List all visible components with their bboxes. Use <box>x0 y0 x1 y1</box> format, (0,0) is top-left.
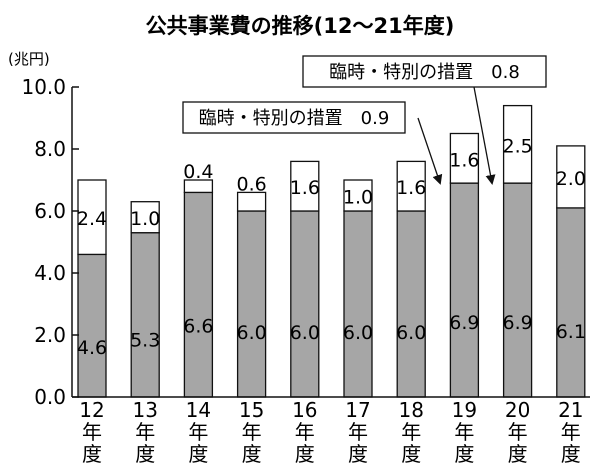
bar-segment-base-20 <box>502 182 533 398</box>
bar-segment-extra-19 <box>449 132 480 184</box>
value-label-base-19: 6.9 <box>449 312 479 334</box>
y-tick-label: 8.0 <box>34 137 66 161</box>
bar-segment-base-18 <box>396 210 426 398</box>
x-tick-label-18-0: 18 <box>398 398 423 422</box>
y-tick-label: 0.0 <box>34 385 66 409</box>
x-tick-label-13-2: 度 <box>135 442 155 466</box>
x-tick-label-19-2: 度 <box>454 442 474 466</box>
value-label-extra-15: 0.6 <box>236 173 266 195</box>
value-label-extra-16: 1.6 <box>290 177 320 199</box>
bar-segment-extra-17 <box>343 179 373 212</box>
value-label-base-17: 6.0 <box>343 322 373 344</box>
x-tick-label-13-0: 13 <box>132 398 157 422</box>
annotation-box-19 <box>182 101 406 134</box>
bar-segment-base-21 <box>556 207 586 398</box>
x-tick-label-15-2: 度 <box>242 442 262 466</box>
annotation-box-20 <box>302 55 547 88</box>
x-tick-label-21-2: 度 <box>561 442 581 466</box>
value-label-extra-21: 2.0 <box>556 168 586 190</box>
bar-segment-base-19 <box>449 182 480 398</box>
x-tick-label-19-1: 年 <box>454 420 474 444</box>
bars-group <box>77 104 586 398</box>
y-tick-label: 6.0 <box>34 199 66 223</box>
bar-segment-base-17 <box>343 210 373 398</box>
annotation-arrow-19 <box>417 117 443 185</box>
x-tick-label-19-0: 19 <box>452 398 477 422</box>
chart-title: 公共事業費の推移(12～21年度) <box>146 14 455 38</box>
x-tick-label-14-2: 度 <box>188 442 208 466</box>
x-tick-label-21-1: 年 <box>561 420 581 444</box>
value-label-base-18: 6.0 <box>396 322 426 344</box>
axes-group: 12年度13年度14年度15年度16年度17年度18年度19年度20年度21年度… <box>21 75 590 466</box>
value-label-extra-17: 1.0 <box>343 187 373 209</box>
x-tick-label-15-1: 年 <box>242 420 262 444</box>
bar-segment-base-16 <box>290 210 320 398</box>
value-label-extra-19: 1.6 <box>449 149 479 171</box>
bar-segment-extra-12 <box>77 179 107 256</box>
value-label-extra-12: 2.4 <box>77 208 107 230</box>
x-tick-label-14-0: 14 <box>186 398 211 422</box>
value-label-base-13: 5.3 <box>130 329 160 351</box>
x-tick-label-14-1: 年 <box>188 420 208 444</box>
bar-segment-extra-14 <box>183 179 214 194</box>
bar-segment-base-13 <box>130 232 160 398</box>
x-tick-label-16-0: 16 <box>292 398 317 422</box>
value-label-base-15: 6.0 <box>236 322 266 344</box>
bar-segment-extra-16 <box>290 160 320 212</box>
x-tick-label-16-1: 年 <box>295 420 315 444</box>
y-tick-label: 10.0 <box>21 75 66 99</box>
bar-segment-extra-13 <box>130 201 160 234</box>
bar-segment-extra-20 <box>502 104 533 184</box>
bar-segment-base-12 <box>77 253 107 398</box>
x-tick-label-12-2: 度 <box>82 442 102 466</box>
x-tick-label-18-2: 度 <box>401 442 421 466</box>
value-label-base-12: 4.6 <box>77 337 107 359</box>
y-tick-label: 4.0 <box>34 261 66 285</box>
value-label-extra-13: 1.0 <box>130 208 160 230</box>
value-label-base-21: 6.1 <box>556 321 586 343</box>
value-label-base-20: 6.9 <box>502 312 532 334</box>
x-tick-label-16-2: 度 <box>295 442 315 466</box>
x-tick-label-15-0: 15 <box>239 398 264 422</box>
value-label-base-16: 6.0 <box>290 322 320 344</box>
annotation-text-19: 臨時・特別の措置 0.9 <box>199 108 390 129</box>
y-tick-label: 2.0 <box>34 323 66 347</box>
x-tick-label-12-1: 年 <box>82 420 102 444</box>
annotation-text-20: 臨時・特別の措置 0.8 <box>329 62 520 83</box>
annotations-group: 臨時・特別の措置 0.9 臨時・特別の措置 0.8 <box>182 55 547 185</box>
bar-segment-extra-18 <box>396 160 426 212</box>
x-tick-label-13-1: 年 <box>135 420 155 444</box>
x-tick-label-17-0: 17 <box>345 398 370 422</box>
x-tick-label-17-1: 年 <box>348 420 368 444</box>
y-axis-unit: (兆円) <box>8 50 50 68</box>
x-tick-label-20-1: 年 <box>508 420 528 444</box>
value-label-extra-18: 1.6 <box>396 177 426 199</box>
value-label-base-14: 6.6 <box>183 315 213 337</box>
value-labels-group: 4.6 2.4 5.3 1.0 6.6 0.4 6.0 0.6 6.0 1.6 6.0 1.0 6.0 1… <box>77 135 586 359</box>
x-tick-label-17-2: 度 <box>348 442 368 466</box>
x-tick-label-20-2: 度 <box>508 442 528 466</box>
value-label-extra-14: 0.4 <box>183 161 213 183</box>
bar-segment-extra-21 <box>556 145 586 209</box>
x-tick-label-20-0: 20 <box>505 398 530 422</box>
x-tick-label-21-0: 21 <box>558 398 583 422</box>
x-tick-label-18-1: 年 <box>401 420 421 444</box>
annotation-arrow-20 <box>473 86 496 185</box>
bar-segment-extra-15 <box>236 191 267 212</box>
value-label-extra-20: 2.5 <box>502 135 532 157</box>
bar-segment-base-15 <box>236 210 267 398</box>
bar-segment-base-14 <box>183 191 214 398</box>
x-tick-label-12-0: 12 <box>79 398 104 422</box>
